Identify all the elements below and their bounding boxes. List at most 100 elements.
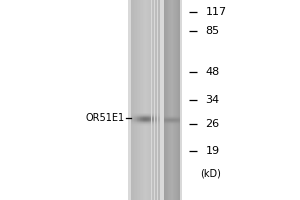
Bar [153, 122, 154, 123]
Bar [155, 124, 156, 125]
Text: 26: 26 [206, 119, 220, 129]
Bar [145, 114, 146, 115]
Bar [150, 120, 151, 121]
Bar [144, 121, 145, 122]
Bar [131, 119, 132, 120]
Bar [148, 119, 149, 120]
Bar [139, 117, 140, 118]
Bar [153, 121, 154, 122]
Bar [149, 114, 150, 115]
Bar [158, 118, 159, 119]
Bar [142, 123, 143, 124]
Bar [130, 113, 131, 114]
Bar [140, 118, 141, 119]
Text: 34: 34 [206, 95, 220, 105]
Bar [146, 115, 147, 116]
Bar [141, 117, 142, 118]
Bar [134, 117, 135, 118]
Bar [148, 124, 149, 125]
Bar [149, 112, 150, 113]
Bar [141, 125, 142, 126]
Bar [150, 115, 151, 116]
Bar [130, 118, 131, 119]
Bar [149, 118, 150, 119]
Bar [144, 118, 145, 119]
Bar [157, 114, 158, 115]
Bar [148, 115, 149, 116]
Bar [133, 123, 134, 124]
Bar [130, 123, 131, 124]
Bar [149, 117, 150, 118]
Bar [133, 0, 134, 200]
Bar [158, 124, 159, 125]
Bar [147, 120, 148, 121]
Bar [155, 121, 156, 122]
Bar [131, 113, 132, 114]
Bar [159, 125, 160, 126]
Bar [141, 0, 142, 200]
Bar [141, 119, 142, 120]
Bar [152, 125, 153, 126]
Bar [150, 114, 151, 115]
Bar [153, 120, 154, 121]
Bar [132, 117, 133, 118]
Bar [174, 0, 175, 200]
Bar [158, 117, 159, 118]
Bar [137, 120, 138, 121]
Bar [137, 121, 138, 122]
Bar [136, 121, 137, 122]
Bar [166, 0, 167, 200]
Bar [179, 0, 180, 200]
Bar [139, 116, 140, 117]
Bar [156, 124, 157, 125]
Bar [141, 122, 142, 123]
Bar [138, 116, 139, 117]
Bar [132, 118, 133, 119]
Bar [158, 121, 159, 122]
Bar [148, 118, 149, 119]
Bar [139, 125, 140, 126]
Bar [148, 125, 149, 126]
Bar [136, 113, 137, 114]
Bar [147, 115, 148, 116]
Bar [156, 0, 157, 200]
Bar [153, 0, 154, 200]
Bar [153, 114, 154, 115]
Bar [155, 123, 156, 124]
Bar [133, 120, 134, 121]
Bar [142, 115, 143, 116]
Bar [147, 113, 148, 114]
Bar [152, 112, 153, 113]
Bar [156, 117, 157, 118]
Bar [139, 123, 140, 124]
Bar [130, 125, 131, 126]
Bar [159, 121, 160, 122]
Bar [138, 123, 139, 124]
Bar [168, 0, 169, 200]
Bar [140, 0, 141, 200]
Bar [155, 113, 156, 114]
Bar [150, 124, 151, 125]
Bar [139, 113, 140, 114]
Bar [136, 125, 137, 126]
Bar [138, 124, 139, 125]
Bar [153, 124, 154, 125]
Bar [150, 0, 151, 200]
Bar [134, 112, 135, 113]
Bar [170, 0, 171, 200]
Bar [144, 115, 145, 116]
Bar [147, 114, 148, 115]
Bar [146, 114, 147, 115]
Bar [145, 117, 146, 118]
Bar [147, 112, 148, 113]
Bar [135, 112, 136, 113]
Bar [133, 115, 134, 116]
Bar [139, 112, 140, 113]
Bar [150, 125, 151, 126]
Bar [149, 125, 150, 126]
Bar [140, 114, 141, 115]
Bar [151, 124, 152, 125]
Bar [156, 115, 157, 116]
Bar [137, 113, 138, 114]
Bar [150, 112, 151, 113]
